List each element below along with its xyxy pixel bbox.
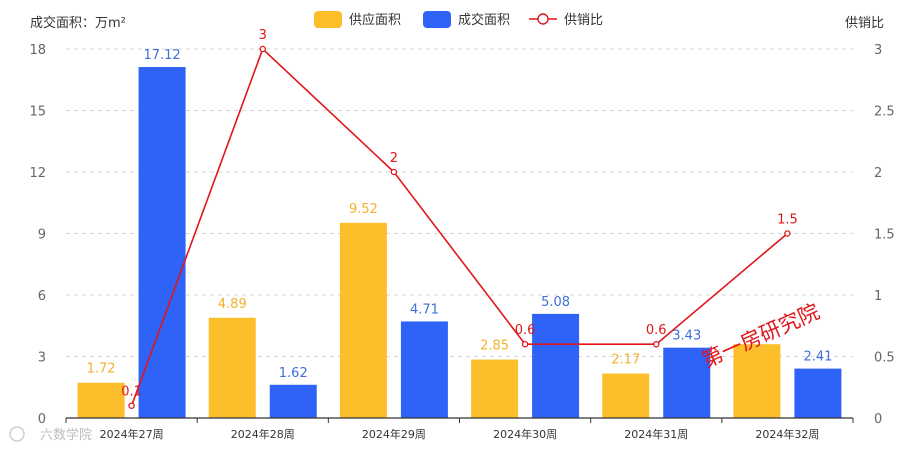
y-tick-right: 2.5	[874, 105, 895, 120]
data-label-deal: 4.71	[410, 302, 439, 317]
ratio-point	[653, 340, 660, 348]
data-label-deal: 2.41	[803, 350, 832, 365]
legend[interactable]: 供应面积 成交面积 供销比	[314, 11, 603, 28]
y-tick-left: 6	[38, 289, 46, 304]
legend-label: 成交面积	[458, 12, 510, 28]
legend-swatch-deal	[423, 11, 451, 28]
bar-deal	[400, 321, 448, 418]
y-tick-right: 0	[874, 412, 882, 427]
data-label-deal: 3.43	[672, 329, 701, 344]
data-labels: 1.72 17.12 4.89 1.62 9.52 4.71 2.85 5.08 2.17 3.4…	[87, 28, 833, 400]
y-axis-right-title: 供销比	[845, 16, 884, 31]
x-tick-label: 2024年30周	[493, 427, 557, 441]
y-axis-left: 0 3 6 9 12 15 18	[29, 43, 46, 427]
bar-supply	[471, 359, 519, 418]
ratio-polyline	[130, 47, 788, 406]
bar-deal	[269, 384, 317, 418]
bars	[77, 67, 842, 418]
bar-deal	[663, 347, 711, 418]
data-label-ratio: 3	[259, 28, 267, 43]
x-tick-label: 2024年29周	[362, 427, 426, 441]
ratio-point	[128, 402, 135, 409]
legend-swatch-ratio-marker	[537, 13, 549, 25]
y-tick-left: 0	[38, 412, 46, 427]
ratio-point	[390, 168, 398, 176]
bar-supply	[208, 317, 256, 418]
legend-label: 供销比	[564, 13, 603, 28]
y-tick-right: 3	[874, 43, 882, 58]
bar-supply	[733, 344, 781, 418]
ratio-point	[259, 45, 266, 53]
y-tick-left: 15	[29, 105, 46, 120]
y-tick-left: 12	[29, 166, 46, 181]
data-label-ratio: 1.5	[777, 213, 798, 228]
y-tick-right: 2	[874, 166, 882, 181]
data-label-supply: 4.89	[218, 297, 247, 312]
svg-text:六数学院: 六数学院	[40, 427, 92, 443]
y-tick-left: 9	[38, 228, 46, 243]
bar-deal	[138, 67, 186, 418]
grid-lines	[66, 48, 853, 357]
data-label-ratio: 0.6	[646, 323, 667, 338]
data-label-deal: 5.08	[541, 295, 570, 310]
legend-label: 供应面积	[349, 12, 401, 28]
ratio-line	[128, 45, 791, 409]
bar-deal	[532, 313, 580, 418]
y-tick-right: 0.5	[874, 351, 895, 366]
ratio-point	[784, 230, 791, 237]
data-label-ratio: 0.1	[121, 385, 142, 400]
data-label-supply: 2.17	[611, 353, 640, 368]
y-tick-left: 3	[38, 351, 46, 366]
bar-supply	[602, 373, 650, 418]
data-label-supply: 1.72	[87, 362, 116, 377]
bar-deal	[794, 368, 842, 418]
legend-swatch-supply	[314, 11, 342, 28]
bottom-watermark: 六数学院	[9, 426, 92, 443]
y-axis-left-title: 成交面积：万m²	[30, 15, 126, 31]
x-axis: 2024年27周 2024年28周 2024年29周 2024年30周 2024年31周…	[65, 417, 854, 441]
x-tick-label: 2024年27周	[100, 427, 164, 441]
y-tick-right: 1.5	[874, 228, 895, 243]
data-label-ratio: 2	[390, 151, 398, 166]
bar-supply	[77, 382, 125, 418]
y-axis-right: 0 0.5 1 1.5 2 2.5 3	[874, 43, 895, 427]
data-label-supply: 2.85	[480, 339, 509, 354]
x-tick-label: 2024年31周	[624, 427, 688, 441]
data-label-deal: 17.12	[143, 48, 180, 63]
data-label-ratio: 0.6	[515, 323, 536, 338]
ratio-point	[521, 340, 529, 348]
x-tick-label: 2024年28周	[231, 427, 295, 441]
data-label-deal: 1.62	[279, 366, 308, 381]
data-label-supply: 9.52	[349, 202, 378, 217]
y-tick-right: 1	[874, 289, 882, 304]
x-tick-label: 2024年32周	[755, 427, 819, 441]
bar-supply	[339, 222, 387, 418]
y-tick-left: 18	[29, 43, 46, 58]
